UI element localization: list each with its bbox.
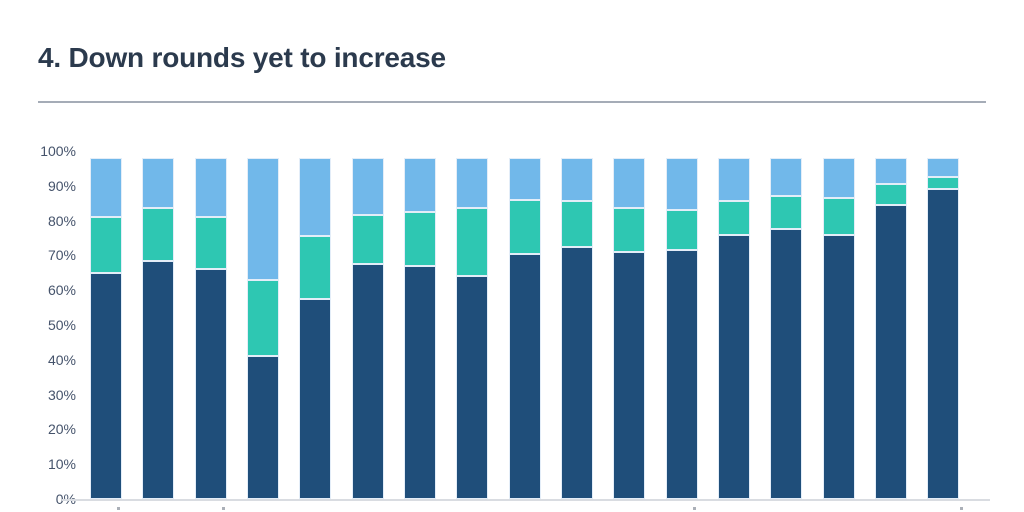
bar-segment-bottom-navy [351,264,384,499]
cutoff-x-label-fragment [960,507,963,510]
stacked-bar [927,157,960,499]
bar-segment-top-light-blue [246,157,279,280]
stacked-bar [90,157,122,499]
stacked-bar [299,157,332,499]
stacked-bar [822,157,855,499]
bar-segment-top-light-blue [299,157,332,237]
bar-segment-bottom-navy [90,272,122,499]
y-axis-tick-label: 40% [47,351,76,368]
bar-segment-middle-teal [822,197,855,235]
bar-segment-top-light-blue [560,157,593,202]
bar-segment-top-light-blue [927,157,960,178]
y-axis-tick-label: 90% [47,177,76,194]
bar-segment-top-light-blue [613,157,646,209]
bar-segment-bottom-navy [246,356,279,499]
bar-segment-bottom-navy [299,298,332,499]
bar-segment-middle-teal [665,210,698,251]
y-axis-tick-label: 100% [40,143,76,159]
bar-segment-bottom-navy [770,229,803,499]
y-axis-tick-label: 30% [47,386,76,403]
stacked-bar [246,157,279,499]
bar-segment-bottom-navy [194,269,227,499]
bar-segment-bottom-navy [142,260,175,499]
bar-segment-middle-teal [299,236,332,299]
stacked-bar [456,157,489,499]
bar-segment-top-light-blue [874,157,907,185]
stacked-bar [560,157,593,499]
bar-segment-middle-teal [770,196,803,230]
bar-segment-middle-teal [874,184,907,205]
cutoff-x-label-fragment [222,507,225,510]
chart-section-title: 4. Down rounds yet to increase [38,42,446,73]
bar-segment-bottom-navy [874,204,907,499]
bar-segment-top-light-blue [508,157,541,200]
stacked-bar [194,157,227,499]
stacked-bar [874,157,907,499]
y-axis-tick-label: 50% [47,317,76,333]
stacked-bar [770,157,803,499]
bar-segment-top-light-blue [90,157,122,218]
bar-segment-top-light-blue [403,157,436,212]
cutoff-x-label-fragment [117,507,120,510]
bar-segment-top-light-blue [665,157,698,211]
divider-line [38,101,986,103]
bar-segment-middle-teal [142,208,175,261]
bar-segment-middle-teal [717,201,750,235]
bar-segment-middle-teal [194,217,227,270]
bar-segment-middle-teal [613,208,646,252]
stacked-bar [403,157,436,499]
bar-segment-bottom-navy [927,189,960,499]
y-axis-tick-label: 60% [47,282,76,299]
bar-segment-middle-teal [560,201,593,247]
bar-segment-top-light-blue [142,157,175,209]
bar-segment-bottom-navy [560,246,593,499]
bar-segment-middle-teal [403,211,436,266]
stacked-bar [142,157,175,499]
bar-segment-bottom-navy [822,234,855,499]
bar-segment-middle-teal [246,279,279,357]
bar-segment-top-light-blue [194,157,227,218]
bar-segment-top-light-blue [770,157,803,197]
bar-segment-bottom-navy [403,265,436,499]
stacked-bar [717,157,750,499]
bar-segment-middle-teal [508,199,541,254]
y-axis-tick-label: 70% [47,247,76,264]
stacked-bar [508,157,541,499]
bar-segment-top-light-blue [456,157,489,209]
y-axis-tick-label: 80% [47,212,76,229]
bar-segment-middle-teal [456,208,489,277]
bar-segment-top-light-blue [822,157,855,198]
stacked-bar [613,157,646,499]
stacked-bar [665,157,698,499]
bar-segment-middle-teal [927,177,960,190]
bar-segment-top-light-blue [717,157,750,202]
bar-segment-bottom-navy [456,276,489,499]
bar-segment-bottom-navy [508,253,541,499]
y-axis-tick-label: 20% [47,421,76,438]
y-axis-tick-label: 10% [47,456,76,473]
bar-segment-bottom-navy [665,250,698,499]
cutoff-x-label-fragment [693,507,696,510]
bar-segment-middle-teal [351,215,384,265]
bar-segment-top-light-blue [351,157,384,216]
stacked-bar [351,157,384,499]
bar-segment-bottom-navy [717,234,750,499]
x-axis-line [62,499,990,501]
bar-segment-middle-teal [90,217,122,273]
bar-segment-bottom-navy [613,251,646,499]
